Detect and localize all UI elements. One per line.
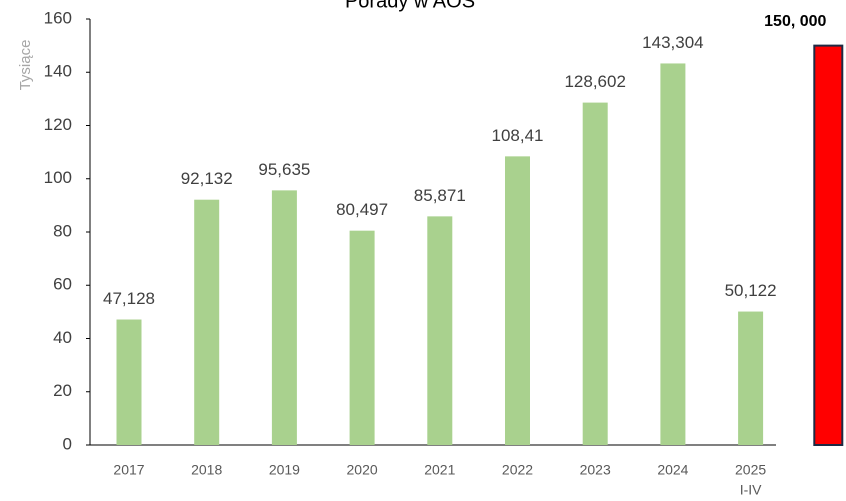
data-label: 50,122: [725, 281, 777, 300]
x-tick-label: 2025: [735, 462, 766, 478]
y-tick-label: 140: [44, 62, 72, 81]
x-tick-label: 2017: [113, 462, 144, 478]
y-tick-label: 100: [44, 168, 72, 187]
y-tick-label: 60: [53, 275, 72, 294]
x-tick-label: 2020: [347, 462, 378, 478]
bar: [349, 230, 375, 445]
bar: [194, 199, 220, 445]
y-tick-label: 0: [63, 434, 72, 453]
bar: [116, 319, 142, 445]
data-label: 85,871: [414, 186, 466, 205]
data-label: 80,497: [336, 200, 388, 219]
x-tick-label: 2024: [657, 462, 688, 478]
bar: [505, 156, 530, 445]
y-axis-label: Tysiące: [17, 40, 34, 91]
x-tick-label: I-IV: [740, 482, 762, 498]
data-label: 128,602: [564, 72, 625, 91]
data-label: 95,635: [258, 160, 310, 179]
bar: [427, 216, 453, 445]
x-tick-label: 2022: [502, 462, 533, 478]
y-tick-label: 160: [44, 8, 72, 27]
data-label: 150, 000: [764, 13, 826, 30]
x-tick-label: 2023: [580, 462, 611, 478]
bar: [813, 44, 844, 446]
y-tick-label: 80: [53, 221, 72, 240]
y-tick-label: 20: [53, 381, 72, 400]
data-label: 143,304: [642, 33, 703, 52]
bar: [582, 102, 608, 446]
bar: [660, 63, 686, 446]
x-tick-label: 2019: [269, 462, 300, 478]
x-tick-label: 2021: [424, 462, 455, 478]
data-label: 108,41: [492, 126, 544, 145]
bar: [271, 190, 297, 445]
data-label: 47,128: [103, 289, 155, 308]
data-label: 92,132: [181, 169, 233, 188]
chart-title: Porady w AOS: [345, 0, 475, 12]
x-tick-label: 2018: [191, 462, 222, 478]
y-tick-label: 120: [44, 115, 72, 134]
y-tick-label: 40: [53, 328, 72, 347]
bar: [738, 311, 764, 445]
